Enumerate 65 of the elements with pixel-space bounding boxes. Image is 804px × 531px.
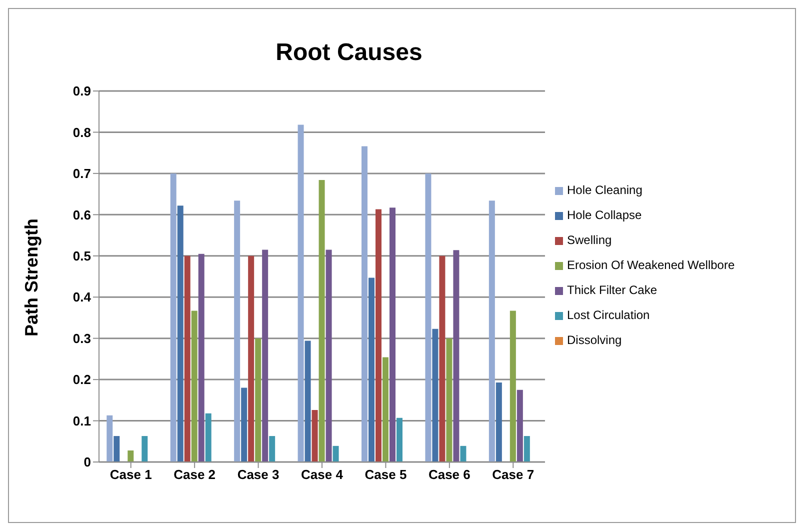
y-axis-title: Path Strength bbox=[21, 218, 42, 336]
bar bbox=[368, 278, 375, 462]
legend-label: Hole Collapse bbox=[567, 208, 642, 222]
bar bbox=[298, 124, 304, 462]
bar bbox=[184, 256, 190, 462]
bar bbox=[382, 357, 389, 462]
legend-label: Lost Circulation bbox=[567, 308, 650, 322]
bar bbox=[432, 328, 438, 462]
bar bbox=[460, 446, 466, 462]
bar bbox=[453, 250, 460, 462]
y-tick-label: 0.1 bbox=[72, 413, 91, 428]
x-tick-label: Case 7 bbox=[492, 467, 534, 482]
bar bbox=[425, 173, 432, 462]
legend-label: Dissolving bbox=[567, 333, 622, 347]
bar bbox=[390, 208, 396, 462]
bar bbox=[170, 173, 176, 462]
bar bbox=[262, 250, 268, 462]
x-tick-label: Case 5 bbox=[364, 467, 407, 482]
bar bbox=[396, 418, 403, 462]
bar bbox=[241, 388, 248, 462]
y-tick-label: 0.2 bbox=[72, 372, 91, 388]
bar bbox=[234, 200, 240, 462]
x-tick-label: Case 4 bbox=[301, 467, 344, 482]
legend-label: Erosion Of Weakened Wellbore bbox=[567, 258, 735, 272]
legend-label: Thick Filter Cake bbox=[567, 283, 658, 297]
bar bbox=[326, 250, 332, 462]
bar bbox=[248, 256, 254, 462]
x-tick-label: Case 1 bbox=[110, 467, 152, 482]
bar bbox=[318, 180, 325, 462]
bar bbox=[177, 206, 184, 462]
y-tick-label: 0.3 bbox=[72, 330, 91, 346]
y-tick-label: 0 bbox=[84, 454, 91, 470]
bar bbox=[205, 413, 212, 462]
y-tick-label: 0.9 bbox=[72, 84, 91, 99]
y-tick-label: 0.8 bbox=[72, 124, 91, 140]
bar bbox=[255, 338, 262, 462]
bar bbox=[128, 450, 134, 462]
bar bbox=[488, 200, 495, 462]
bar bbox=[510, 310, 516, 462]
bar bbox=[446, 338, 452, 462]
bar bbox=[106, 415, 113, 462]
x-tick-label: Case 2 bbox=[174, 467, 216, 482]
x-tick-label: Case 6 bbox=[428, 467, 470, 482]
legend-label: Hole Cleaning bbox=[567, 183, 642, 197]
bar bbox=[362, 146, 368, 462]
y-tick-label: 0.6 bbox=[72, 207, 91, 222]
bar bbox=[516, 390, 523, 462]
bar bbox=[142, 436, 148, 462]
bar bbox=[439, 256, 446, 462]
y-tick-label: 0.7 bbox=[72, 166, 91, 182]
bar bbox=[376, 209, 382, 462]
bar bbox=[114, 436, 120, 462]
bar bbox=[332, 446, 339, 462]
y-tick-label: 0.5 bbox=[72, 248, 91, 264]
bar bbox=[312, 410, 318, 462]
bar bbox=[496, 382, 502, 462]
x-tick-label: Case 3 bbox=[237, 467, 280, 482]
bar bbox=[269, 436, 276, 462]
bar bbox=[524, 436, 530, 462]
bar bbox=[304, 340, 311, 462]
bar bbox=[191, 310, 198, 462]
chart-title: Root Causes bbox=[274, 39, 424, 67]
legend-label: Swelling bbox=[567, 233, 612, 247]
y-tick-label: 0.4 bbox=[72, 290, 92, 305]
bar bbox=[198, 254, 204, 462]
